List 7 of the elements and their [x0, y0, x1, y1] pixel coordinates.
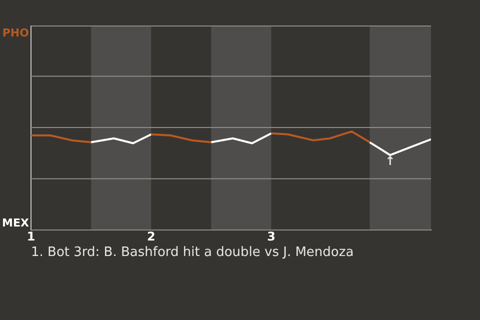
x-tick-label: 3: [267, 229, 276, 244]
ref-line-label: PHO: [2, 26, 29, 40]
x-tick-label: 2: [146, 229, 156, 244]
ref-line-label: MEX: [2, 216, 30, 230]
x-tick-label: 1: [26, 229, 36, 244]
text: 1. Bot 3rd: B. Bashford hit a double vs J. Mendoza: [31, 245, 354, 260]
annotation: ↑: [385, 154, 396, 168]
